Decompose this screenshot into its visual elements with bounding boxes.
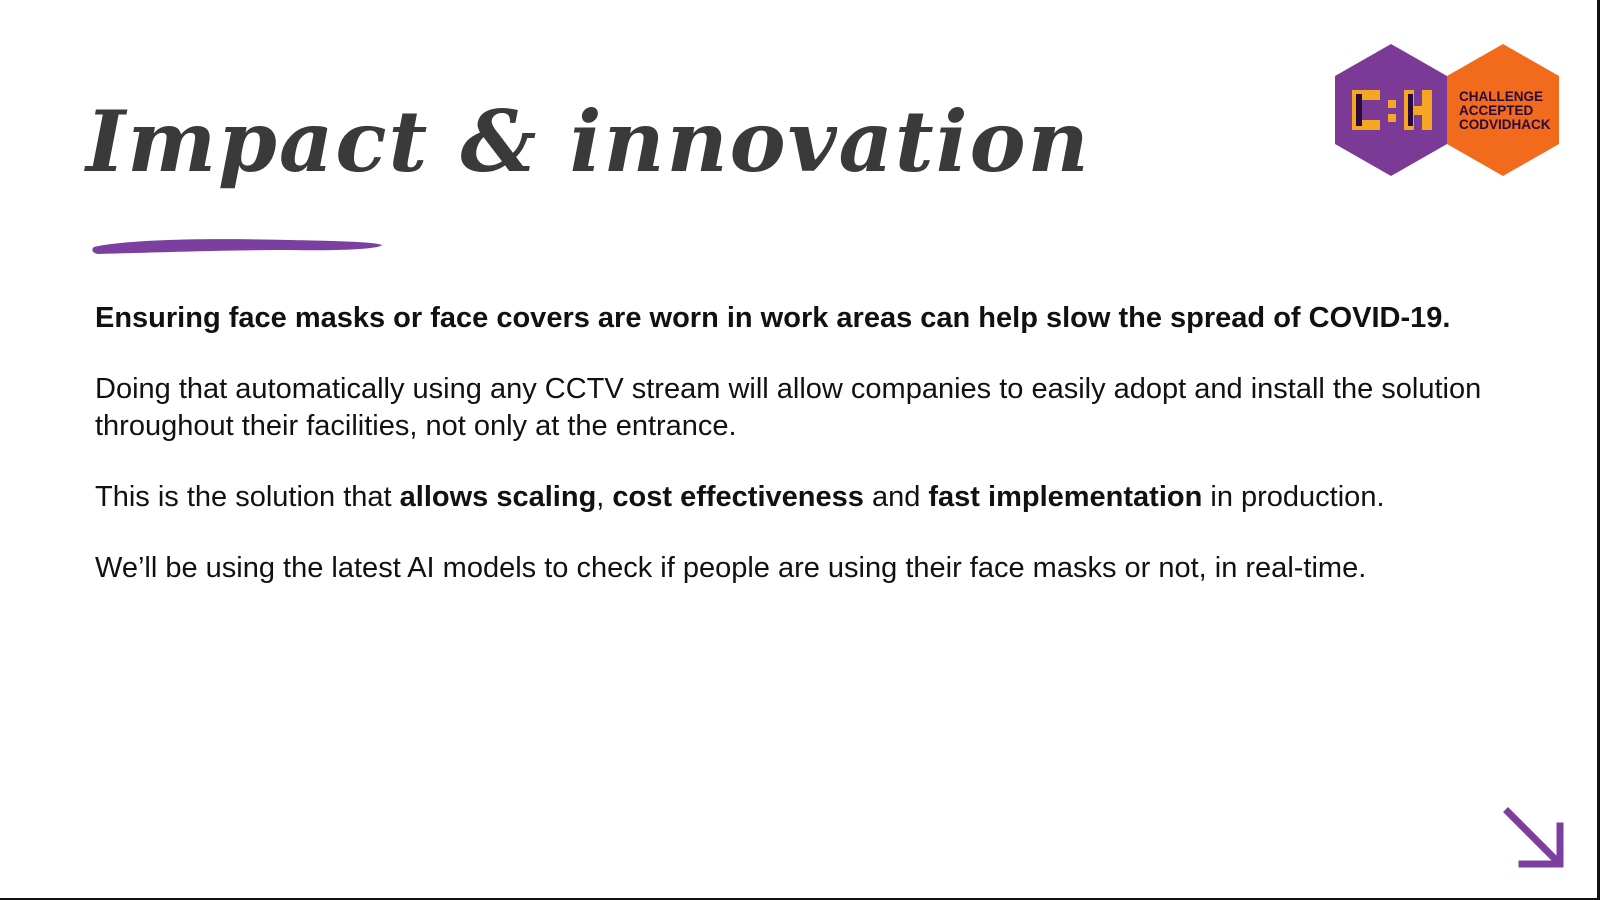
solution-text-2: , xyxy=(596,481,613,513)
solution-paragraph: This is the solution that allows scaling… xyxy=(95,479,1535,516)
solution-text-3: and xyxy=(863,481,929,513)
lead-paragraph: Ensuring face masks or face covers are w… xyxy=(95,302,1451,334)
logo-purple-hexagon xyxy=(1335,44,1447,176)
bold-fast-implementation: fast implementation xyxy=(928,481,1203,513)
cube-glyph-icon xyxy=(1352,90,1432,130)
bold-cost-effectiveness: cost effectiveness xyxy=(612,481,864,513)
logo-line-3: CODVIDHACK xyxy=(1459,117,1551,132)
logo-line-1: CHALLENGE xyxy=(1459,89,1543,104)
challenge-accepted-logo: CHALLENGE ACCEPTED CODVIDHACK xyxy=(1335,44,1559,176)
title-underline xyxy=(92,239,382,254)
solution-text-4: in production. xyxy=(1202,481,1385,513)
cctv-paragraph: Doing that automatically using any CCTV … xyxy=(95,373,1482,442)
slide-frame-bottom xyxy=(0,898,1600,900)
slide-title: Impact & innovation xyxy=(86,92,1091,191)
solution-text-1: This is the solution that xyxy=(95,481,400,513)
ai-models-paragraph: We’ll be using the latest AI models to c… xyxy=(95,552,1367,584)
logo-line-2: ACCEPTED xyxy=(1459,103,1534,118)
slide-frame-right xyxy=(1597,0,1600,900)
arrow-down-right-icon xyxy=(1503,807,1564,868)
bold-allows-scaling: allows scaling xyxy=(399,481,597,513)
logo-orange-hexagon xyxy=(1447,44,1559,176)
slide-body: Ensuring face masks or face covers are w… xyxy=(95,300,1535,621)
